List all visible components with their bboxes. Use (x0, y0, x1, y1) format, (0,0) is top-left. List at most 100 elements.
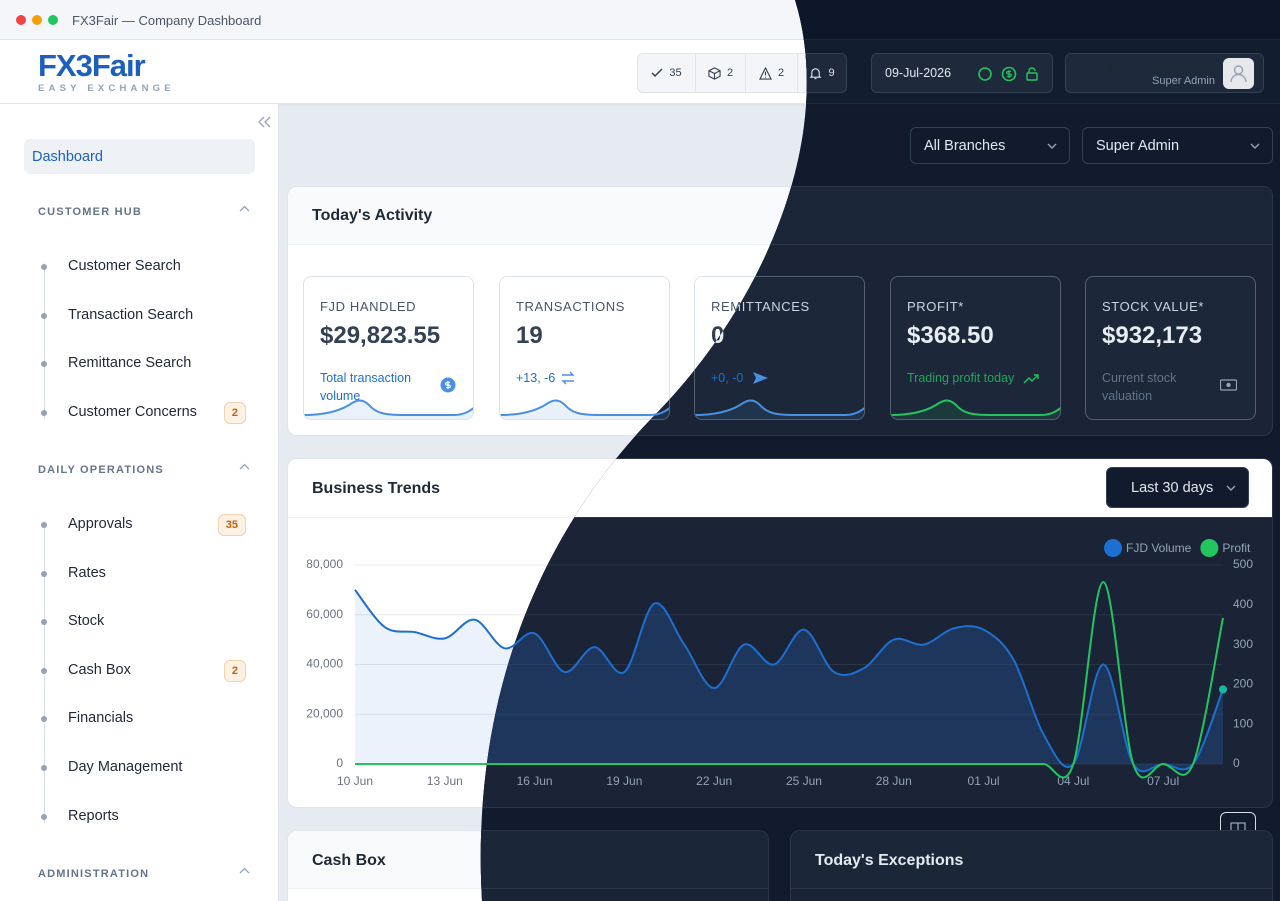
nav-item[interactable]: Stock (68, 613, 105, 630)
sidebar: Dashboard CUSTOMER HUB Customer Search Tra… (0, 104, 279, 901)
stat-value: $29,823.55 (320, 322, 441, 349)
avatar (1223, 58, 1254, 89)
nav-item[interactable]: Reports (68, 807, 119, 824)
nav-badge: 35 (217, 514, 246, 536)
approvals-badge[interactable]: 35 (638, 54, 696, 92)
y2-tick-label: 300 (1233, 637, 1253, 651)
stat-icon (1023, 371, 1040, 387)
user-name: FX3Fair Super Admin (1074, 58, 1216, 74)
legend-label: Profit (1222, 541, 1251, 555)
stat-label: PROFIT* (907, 299, 964, 314)
tree-dot (41, 264, 47, 270)
stat-label: FJD HANDLED (320, 299, 417, 314)
nav-item[interactable]: Customer Concerns (68, 403, 197, 420)
nav-active[interactable]: Dashboard (24, 139, 255, 174)
y-tick-label: 40,000 (306, 657, 343, 671)
section-title[interactable]: CUSTOMER HUB (38, 206, 143, 218)
x-tick-label: 07 Jul (1147, 774, 1179, 788)
badge-count: 35 (669, 67, 682, 79)
stat-card: FJD HANDLED $29,823.55 Total transaction v… (303, 276, 474, 420)
section-title[interactable]: DAILY OPERATIONS (38, 464, 164, 476)
y2-tick-label: 200 (1233, 677, 1253, 691)
stock-badge[interactable]: 2 (696, 54, 746, 92)
branch-select[interactable]: All Branches (910, 127, 1070, 164)
sparkline-area (500, 400, 669, 419)
badge-count: 2 (777, 67, 785, 79)
tree-line (43, 263, 45, 419)
section-toggle[interactable] (239, 205, 250, 213)
section-toggle[interactable] (239, 463, 250, 471)
chevron (239, 867, 250, 874)
stat-label: TRANSACTIONS (516, 299, 626, 314)
close-dot[interactable] (16, 15, 26, 25)
x-tick-label: 16 Jun (517, 774, 553, 788)
legend-swatch[interactable] (1104, 539, 1122, 557)
date-pill[interactable]: 09-Jul-2026 (871, 53, 1053, 93)
select-value: Last 30 days (1131, 479, 1214, 496)
section-title[interactable]: ADMINISTRATION (38, 868, 150, 880)
warning-badge[interactable]: 2 (746, 54, 798, 92)
sparkline-line (304, 399, 473, 416)
tree-dot (41, 361, 47, 368)
stat-note: Trading profit today (907, 371, 1015, 385)
x-tick-label: 22 Jun (696, 774, 732, 788)
maximize-dot[interactable] (48, 15, 58, 25)
card-header (791, 831, 1272, 889)
sparkline-line (500, 399, 669, 416)
chevron (239, 463, 250, 470)
select-value: All Branches (924, 137, 1006, 154)
card-title: Today's Exceptions (815, 852, 964, 869)
role-select[interactable]: Super Admin (1082, 127, 1273, 164)
tree-dot (41, 619, 47, 626)
card-title: Today's Activity (312, 207, 433, 224)
nav-item[interactable]: Cash Box (68, 661, 131, 678)
window-title: FX3Fair — Company Dashboard (72, 13, 262, 28)
nav-item[interactable]: Remittance Search (68, 355, 192, 372)
card-title: Business Trends (312, 480, 441, 497)
y2-tick-label: 100 (1233, 716, 1253, 730)
nav-item[interactable]: Day Management (68, 759, 183, 775)
stat-value: $368.50 (907, 322, 994, 349)
stat-icon (752, 370, 769, 386)
card-title: Cash Box (312, 852, 386, 869)
legend-label: FJD Volume (1126, 541, 1192, 555)
stat-icon (440, 377, 456, 393)
y2-tick-label: 500 (1233, 557, 1253, 571)
range-select[interactable]: Last 30 days (1106, 467, 1249, 508)
stat-card: TRANSACTIONS 19 +13, -6 (499, 276, 670, 420)
status-icons (977, 66, 1047, 82)
sparkline-line (695, 400, 865, 415)
sparkline (891, 395, 1061, 419)
stat-note: +13, -6 (516, 371, 556, 385)
y-tick-label: 60,000 (306, 607, 343, 621)
tree-dot (41, 522, 47, 528)
notification-badge[interactable]: 9 (798, 54, 846, 92)
nav-item[interactable]: Financials (68, 710, 134, 727)
nav-item[interactable]: Approvals (68, 516, 133, 532)
stat-value: $932,173 (1102, 322, 1203, 349)
stat-label: STOCK VALUE* (1102, 299, 1205, 314)
user-role: Super Admin (1152, 75, 1215, 87)
section-toggle[interactable] (239, 867, 250, 875)
minimize-dot[interactable] (32, 15, 42, 25)
logo-tagline: EASY EXCHANGE (38, 83, 175, 94)
y-tick-label: 80,000 (306, 557, 343, 571)
logo[interactable]: FX3Fair (38, 48, 146, 83)
nav-item[interactable]: Rates (68, 564, 106, 581)
area (355, 590, 1223, 771)
nav-item[interactable]: Customer Search (68, 258, 181, 274)
user-menu[interactable]: FX3Fair Super Admin Super Admin (1065, 53, 1264, 93)
select-value: Super Admin (1096, 137, 1180, 154)
sparkline (500, 399, 669, 419)
nav-item[interactable]: Transaction Search (68, 306, 194, 323)
date: 09-Jul-2026 (885, 66, 952, 80)
x-tick-label: 01 Jul (968, 774, 1000, 788)
legend-swatch[interactable] (1200, 539, 1218, 557)
tree-dot (41, 716, 47, 723)
collapse-button[interactable] (258, 116, 272, 128)
x-tick-label: 10 Jun (337, 774, 373, 788)
x-tick-label: 19 Jun (606, 774, 642, 788)
stat-value: 19 (516, 322, 543, 349)
y-tick-label: 0 (336, 756, 343, 770)
